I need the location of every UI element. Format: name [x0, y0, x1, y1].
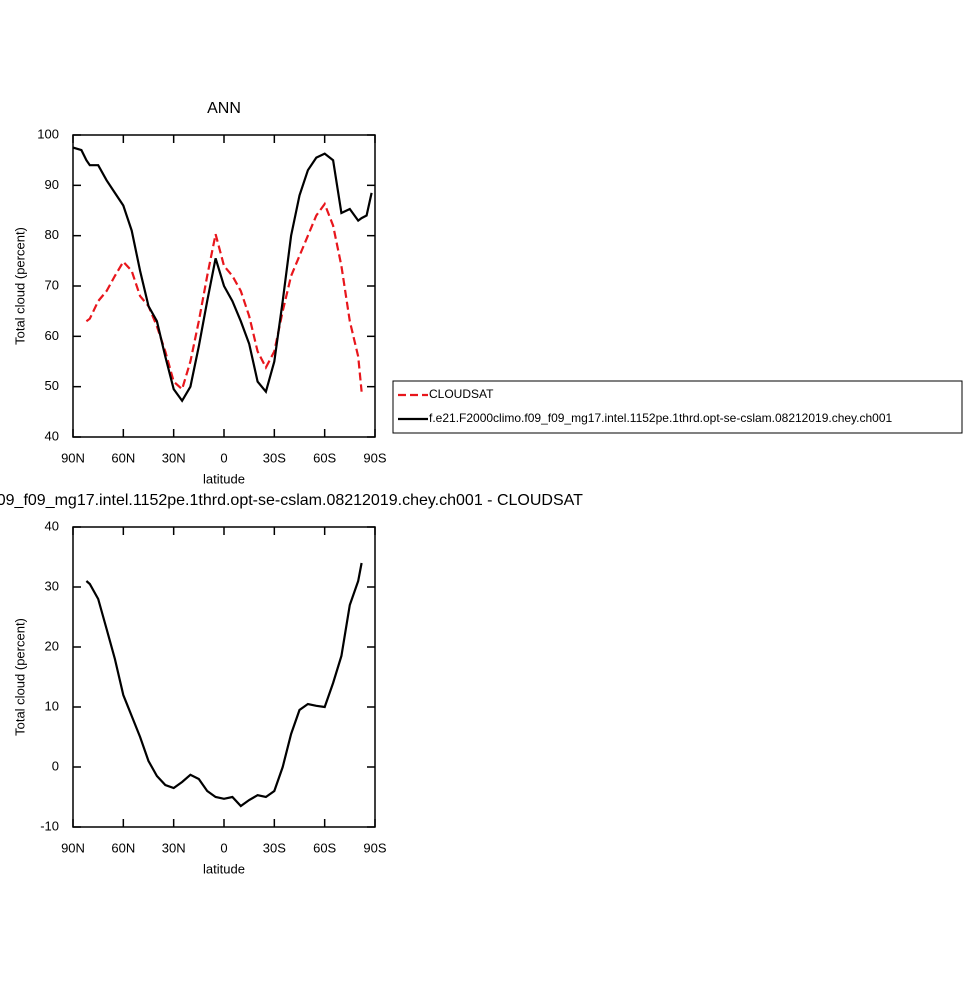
- x-tick-label: 60N: [111, 840, 135, 855]
- y-tick-label: 50: [45, 378, 59, 393]
- x-tick-label: 30S: [263, 840, 286, 855]
- plot-frame: [72, 134, 376, 438]
- data-line: [85, 201, 363, 392]
- x-tick-label: 90S: [363, 840, 386, 855]
- y-tick-label: 30: [45, 578, 59, 593]
- x-tick-label: 90N: [61, 450, 85, 465]
- x-tick-label: 90S: [363, 450, 386, 465]
- y-tick-label: 100: [37, 126, 59, 141]
- x-axis-label: latitude: [203, 861, 245, 876]
- x-tick-label: 30S: [263, 450, 286, 465]
- y-tick-label: 80: [45, 227, 59, 242]
- data-line: [72, 146, 373, 403]
- chart-title: ANN: [207, 100, 241, 117]
- x-axis-label: latitude: [203, 471, 245, 486]
- y-tick-label: 20: [45, 638, 59, 653]
- legend-label: f.e21.F2000climo.f09_f09_mg17.intel.1152…: [429, 411, 893, 425]
- legend-box: [392, 380, 963, 434]
- y-tick-label: 70: [45, 277, 59, 292]
- y-tick-label: 90: [45, 177, 59, 192]
- x-tick-label: 90N: [61, 840, 85, 855]
- y-tick-label: 40: [45, 428, 59, 443]
- x-tick-label: 60S: [313, 840, 336, 855]
- data-line: [85, 562, 363, 808]
- x-tick-label: 30N: [162, 450, 186, 465]
- x-tick-label: 60N: [111, 450, 135, 465]
- y-tick-label: 60: [45, 328, 59, 343]
- legend-label: CLOUDSAT: [429, 387, 494, 401]
- y-axis-label: Total cloud (percent): [12, 227, 27, 345]
- x-tick-label: 60S: [313, 450, 336, 465]
- x-tick-label: 0: [220, 840, 227, 855]
- chart-title: f.e21.F2000climo.f09_f09_mg17.intel.1152…: [0, 492, 583, 509]
- y-tick-label: -10: [40, 818, 59, 833]
- y-tick-label: 40: [45, 518, 59, 533]
- y-tick-label: 0: [52, 758, 59, 773]
- plot-frame: [72, 526, 376, 828]
- y-axis-label: Total cloud (percent): [12, 618, 27, 736]
- x-tick-label: 30N: [162, 840, 186, 855]
- y-tick-label: 10: [45, 698, 59, 713]
- x-tick-label: 0: [220, 450, 227, 465]
